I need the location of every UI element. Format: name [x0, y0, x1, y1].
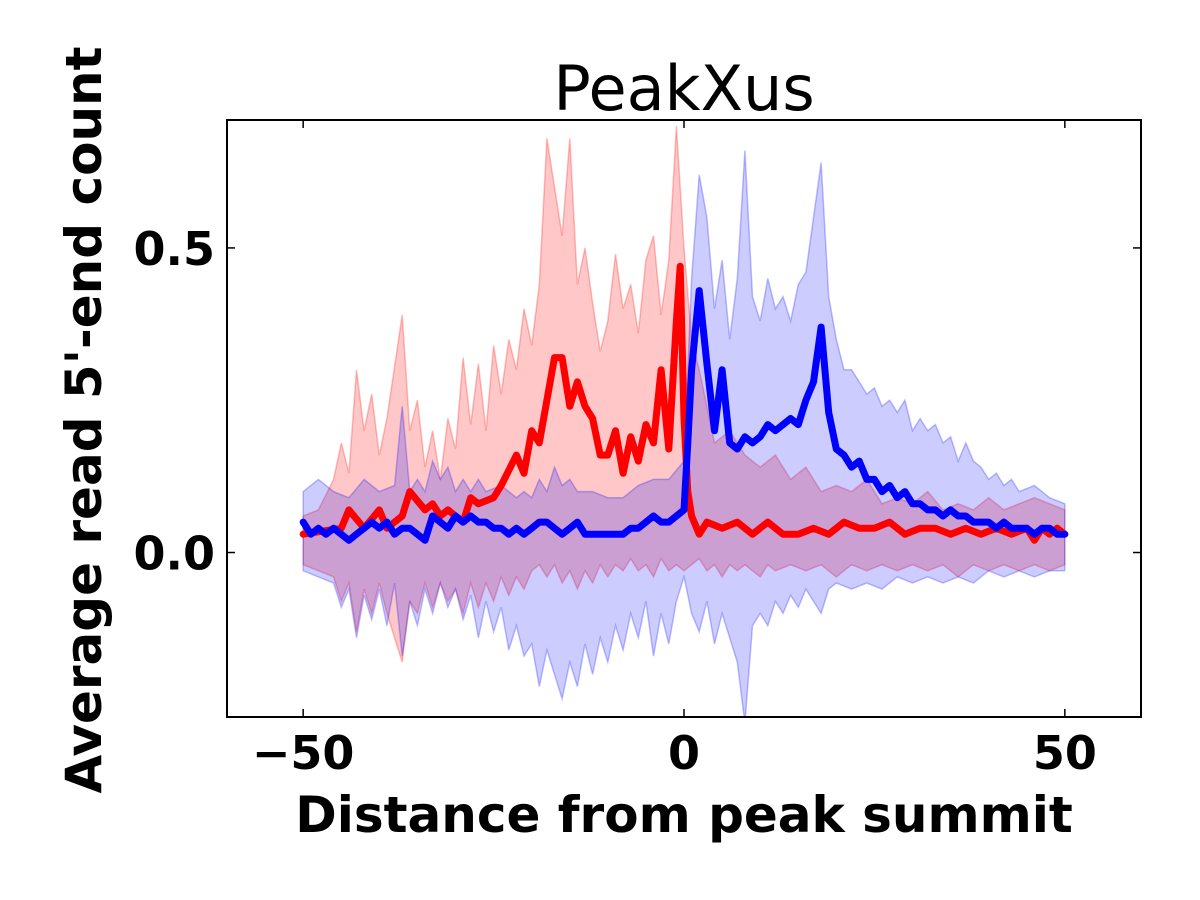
- y-axis-label: Average read 5'-end count: [55, 46, 113, 793]
- x-tick-label: 50: [1033, 726, 1097, 780]
- axis-ticks: −50 0 50 0.0 0.5: [134, 120, 1141, 780]
- x-tick-label: −50: [252, 726, 355, 780]
- series-2-band: [302, 150, 1066, 717]
- series-lines: [299, 262, 1069, 544]
- y-tick-label: 0.0: [134, 527, 216, 581]
- y-tick-label: 0.5: [134, 222, 216, 276]
- x-tick-label: 0: [668, 726, 700, 780]
- plot-area-frame: [226, 119, 1142, 718]
- chart-title: PeakXus: [553, 52, 814, 125]
- x-axis-label: Distance from peak summit: [295, 786, 1073, 844]
- series-2-line: [299, 287, 1069, 544]
